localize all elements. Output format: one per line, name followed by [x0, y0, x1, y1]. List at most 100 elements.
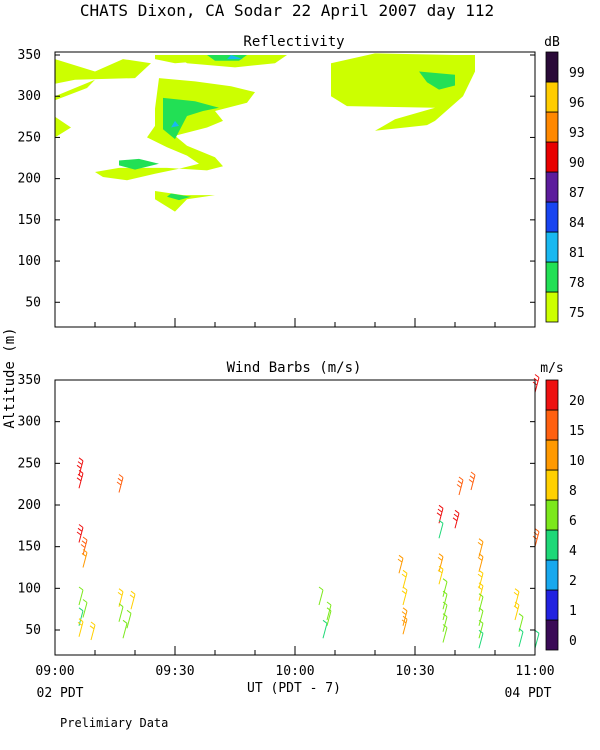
- wind-colorbar-label: 0: [569, 634, 577, 649]
- wind-barb: [129, 590, 136, 610]
- wind-x-tick-label: 10:00: [275, 664, 314, 679]
- reflectivity-colorbar-label: 96: [569, 96, 585, 111]
- wind-colorbar-label: 8: [569, 484, 577, 499]
- wind-barb: [401, 569, 408, 589]
- wind-title: Wind Barbs (m/s): [227, 360, 362, 376]
- wind-y-tick-label: 50: [25, 623, 41, 638]
- wind-barb: [442, 613, 448, 632]
- wind-barb: [118, 603, 124, 622]
- reflectivity-y-ticks: 50 100 150 200 250 300 350: [18, 48, 535, 310]
- wind-colorbar-swatch: [545, 619, 559, 651]
- wind-barb: [77, 618, 84, 637]
- wind-colorbar-swatch: [545, 409, 559, 441]
- wind-y-tick-label: 250: [18, 456, 41, 471]
- reflectivity-colorbar-label: 84: [569, 216, 585, 231]
- wind-barb: [452, 509, 460, 529]
- reflectivity-colorbar-label: 93: [569, 126, 585, 141]
- wind-colorbar-swatch: [545, 559, 559, 591]
- reflectivity-region-75db: [175, 55, 287, 68]
- end-time-pdt: 04 PDT: [505, 686, 552, 701]
- reflectivity-y-tick-label: 200: [18, 172, 41, 187]
- wind-barb: [438, 519, 444, 539]
- reflectivity-colorbar: 75 78 81 84 87 90 93 96 99: [545, 51, 585, 323]
- wind-barb: [401, 615, 408, 635]
- reflectivity-y-tick-label: 350: [18, 48, 41, 63]
- wind-barb: [442, 590, 448, 610]
- wind-x-tick-label: 09:30: [155, 664, 194, 679]
- wind-barb: [456, 476, 464, 496]
- reflectivity-colorbar-swatch: [545, 111, 559, 143]
- reflectivity-colorbar-label: 75: [569, 306, 585, 321]
- reflectivity-colorbar-swatch: [545, 141, 559, 173]
- wind-y-tick-label: 300: [18, 415, 41, 430]
- reflectivity-region-75db: [155, 191, 215, 212]
- reflectivity-colorbar-label: 99: [569, 66, 585, 81]
- wind-colorbar: 0 1 2 4 6 8 10 15 20: [545, 379, 585, 651]
- reflectivity-region-75db: [55, 79, 95, 101]
- wind-barb: [76, 524, 84, 543]
- reflectivity-region-81db: [227, 55, 243, 60]
- wind-barb: [116, 474, 124, 493]
- wind-y-ticks: 50 100 150 200 250 300 350: [18, 373, 535, 638]
- wind-barb: [318, 586, 324, 606]
- wind-barb: [532, 374, 540, 393]
- wind-plot-frame: [54, 379, 536, 656]
- wind-barb: [477, 582, 484, 601]
- wind-y-tick-label: 100: [18, 581, 41, 596]
- reflectivity-colorbar-swatch: [545, 51, 559, 83]
- wind-colorbar-label: 10: [569, 454, 585, 469]
- wind-colorbar-label: 2: [569, 574, 577, 589]
- reflectivity-y-tick-label: 100: [18, 254, 41, 269]
- wind-y-tick-label: 150: [18, 540, 41, 555]
- reflectivity-y-tick-label: 50: [25, 295, 41, 310]
- reflectivity-colorbar-swatch: [545, 291, 559, 323]
- wind-barb: [437, 553, 444, 572]
- wind-barb: [397, 554, 404, 574]
- wind-barb: [442, 624, 448, 643]
- wind-y-tick-label: 200: [18, 498, 41, 513]
- reflectivity-y-tick-label: 150: [18, 213, 41, 228]
- reflectivity-colorbar-label: 90: [569, 156, 585, 171]
- footnote: Prelimiary Data: [60, 716, 168, 730]
- wind-barb: [477, 569, 484, 589]
- wind-barb: [442, 578, 448, 597]
- wind-colorbar-swatch: [545, 499, 559, 531]
- wind-barb: [322, 619, 328, 639]
- wind-barb: [442, 601, 448, 621]
- wind-barb: [81, 549, 88, 568]
- wind-barb: [78, 586, 84, 606]
- y-axis-label: Altitude (m): [2, 327, 18, 428]
- wind-barb: [478, 607, 484, 626]
- wind-barb: [82, 599, 88, 618]
- reflectivity-colorbar-swatch: [545, 231, 559, 263]
- x-axis-label: UT (PDT - 7): [247, 681, 341, 696]
- wind-colorbar-swatch: [545, 469, 559, 501]
- wind-barb: [89, 621, 96, 641]
- wind-colorbar-swatch: [545, 379, 559, 411]
- reflectivity-contours: [55, 53, 475, 212]
- wind-barb: [532, 528, 540, 547]
- wind-x-tick-label: 11:00: [515, 664, 554, 679]
- wind-y-tick-label: 350: [18, 373, 41, 388]
- wind-barb: [401, 586, 408, 606]
- reflectivity-y-tick-label: 250: [18, 130, 41, 145]
- reflectivity-colorbar-swatch: [545, 201, 559, 233]
- reflectivity-colorbar-label: 81: [569, 246, 585, 261]
- reflectivity-region-78db: [167, 193, 191, 201]
- reflectivity-colorbar-label: 78: [569, 276, 585, 291]
- reflectivity-region-75db: [55, 59, 151, 84]
- wind-barb: [534, 629, 540, 649]
- wind-barb: [437, 565, 444, 585]
- wind-barb: [478, 593, 484, 612]
- start-time-pdt: 02 PDT: [37, 686, 84, 701]
- wind-barb: [326, 601, 332, 621]
- reflectivity-title: Reflectivity: [243, 34, 344, 50]
- wind-barb: [436, 504, 444, 524]
- wind-barb: [76, 469, 84, 489]
- wind-barb: [117, 588, 124, 607]
- reflectivity-region-78db: [119, 158, 159, 170]
- wind-barb: [513, 601, 520, 621]
- wind-barb: [468, 471, 476, 491]
- wind-colorbar-swatch: [545, 589, 559, 621]
